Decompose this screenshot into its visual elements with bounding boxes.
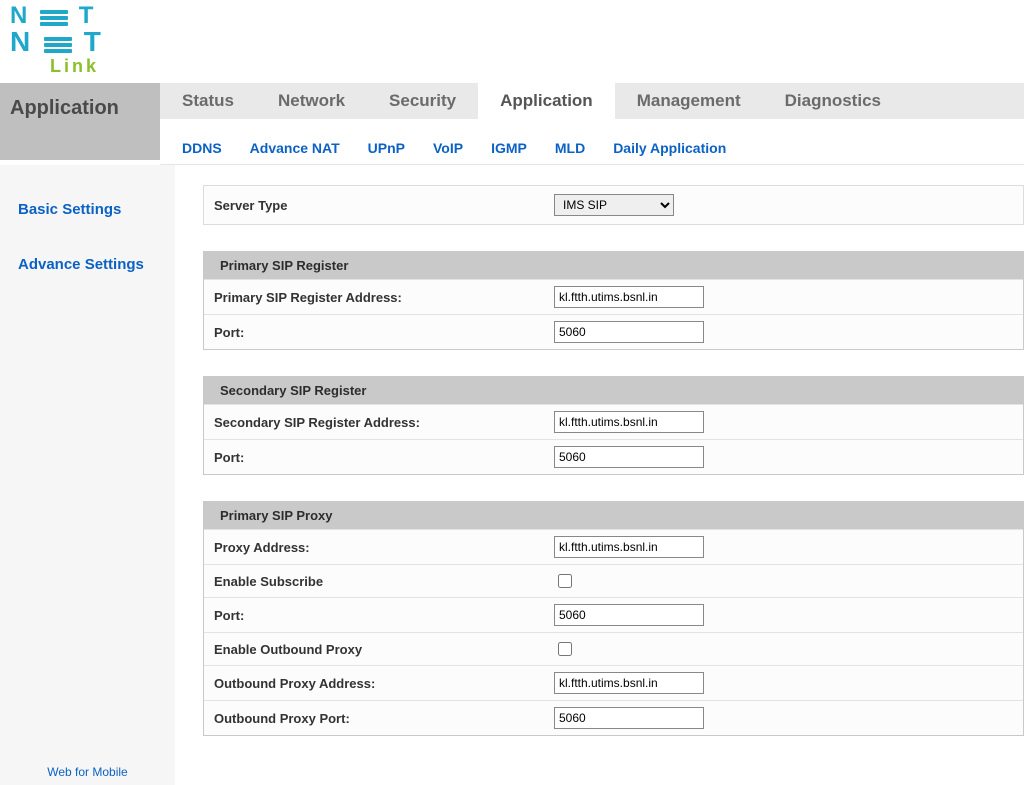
subtab-daily-application[interactable]: Daily Application (599, 137, 740, 159)
subtabs-spacer (0, 134, 160, 160)
outbound-port-label: Outbound Proxy Port: (214, 711, 554, 726)
primary-sip-register-group: Primary SIP Register Primary SIP Registe… (203, 251, 1024, 350)
secondary-register-title: Secondary SIP Register (204, 377, 1023, 404)
subtab-igmp[interactable]: IGMP (477, 137, 541, 159)
sub-tabs: DDNS Advance NAT UPnP VoIP IGMP MLD Dail… (160, 134, 1024, 165)
secondary-sip-register-group: Secondary SIP Register Secondary SIP Reg… (203, 376, 1024, 475)
secondary-register-port-input[interactable] (554, 446, 704, 468)
secondary-register-address-label: Secondary SIP Register Address: (214, 415, 554, 430)
primary-proxy-title: Primary SIP Proxy (204, 502, 1023, 529)
tab-application[interactable]: Application (478, 83, 615, 119)
tab-management[interactable]: Management (615, 83, 763, 119)
enable-subscribe-checkbox[interactable] (558, 574, 572, 588)
subtab-upnp[interactable]: UPnP (354, 137, 419, 159)
tab-diagnostics[interactable]: Diagnostics (763, 83, 903, 119)
tab-network[interactable]: Network (256, 83, 367, 119)
secondary-register-address-input[interactable] (554, 411, 704, 433)
proxy-address-label: Proxy Address: (214, 540, 554, 555)
left-nav: Basic Settings Advance Settings Web for … (0, 165, 175, 785)
main-pane: Server Type IMS SIP Primary SIP Register… (175, 165, 1024, 785)
subtab-mld[interactable]: MLD (541, 137, 599, 159)
logo: N T N T Link (0, 0, 1024, 83)
tab-status[interactable]: Status (160, 83, 256, 119)
logo-t1: T (79, 2, 96, 29)
enable-subscribe-label: Enable Subscribe (214, 574, 554, 589)
primary-register-port-input[interactable] (554, 321, 704, 343)
server-type-row: Server Type IMS SIP (203, 185, 1024, 225)
proxy-port-input[interactable] (554, 604, 704, 626)
enable-outbound-label: Enable Outbound Proxy (214, 642, 554, 657)
subtab-advance-nat[interactable]: Advance NAT (236, 137, 354, 159)
outbound-address-input[interactable] (554, 672, 704, 694)
logo-t2: T (84, 26, 103, 57)
logo-n1: N (10, 2, 29, 29)
subtab-ddns[interactable]: DDNS (168, 137, 236, 159)
subtab-voip[interactable]: VoIP (419, 137, 477, 159)
logo-link-text: Link (50, 56, 1014, 77)
enable-outbound-checkbox[interactable] (558, 642, 572, 656)
primary-register-address-label: Primary SIP Register Address: (214, 290, 554, 305)
leftnav-basic-settings[interactable]: Basic Settings (0, 189, 175, 230)
primary-register-title: Primary SIP Register (204, 252, 1023, 279)
leftnav-advance-settings[interactable]: Advance Settings (0, 244, 175, 285)
primary-register-address-input[interactable] (554, 286, 704, 308)
section-title: Application (0, 83, 160, 134)
outbound-port-input[interactable] (554, 707, 704, 729)
proxy-address-input[interactable] (554, 536, 704, 558)
hamburger-icon (40, 8, 68, 26)
primary-register-port-label: Port: (214, 325, 554, 340)
secondary-register-port-label: Port: (214, 450, 554, 465)
primary-sip-proxy-group: Primary SIP Proxy Proxy Address: Enable … (203, 501, 1024, 736)
outbound-address-label: Outbound Proxy Address: (214, 676, 554, 691)
logo-n2: N (10, 26, 32, 57)
hamburger-icon (44, 35, 72, 53)
proxy-port-label: Port: (214, 608, 554, 623)
main-tabs: Status Network Security Application Mana… (160, 83, 1024, 119)
leftnav-footer-link[interactable]: Web for Mobile (0, 765, 175, 779)
server-type-select[interactable]: IMS SIP (554, 194, 674, 216)
tab-security[interactable]: Security (367, 83, 478, 119)
server-type-label: Server Type (214, 198, 554, 213)
